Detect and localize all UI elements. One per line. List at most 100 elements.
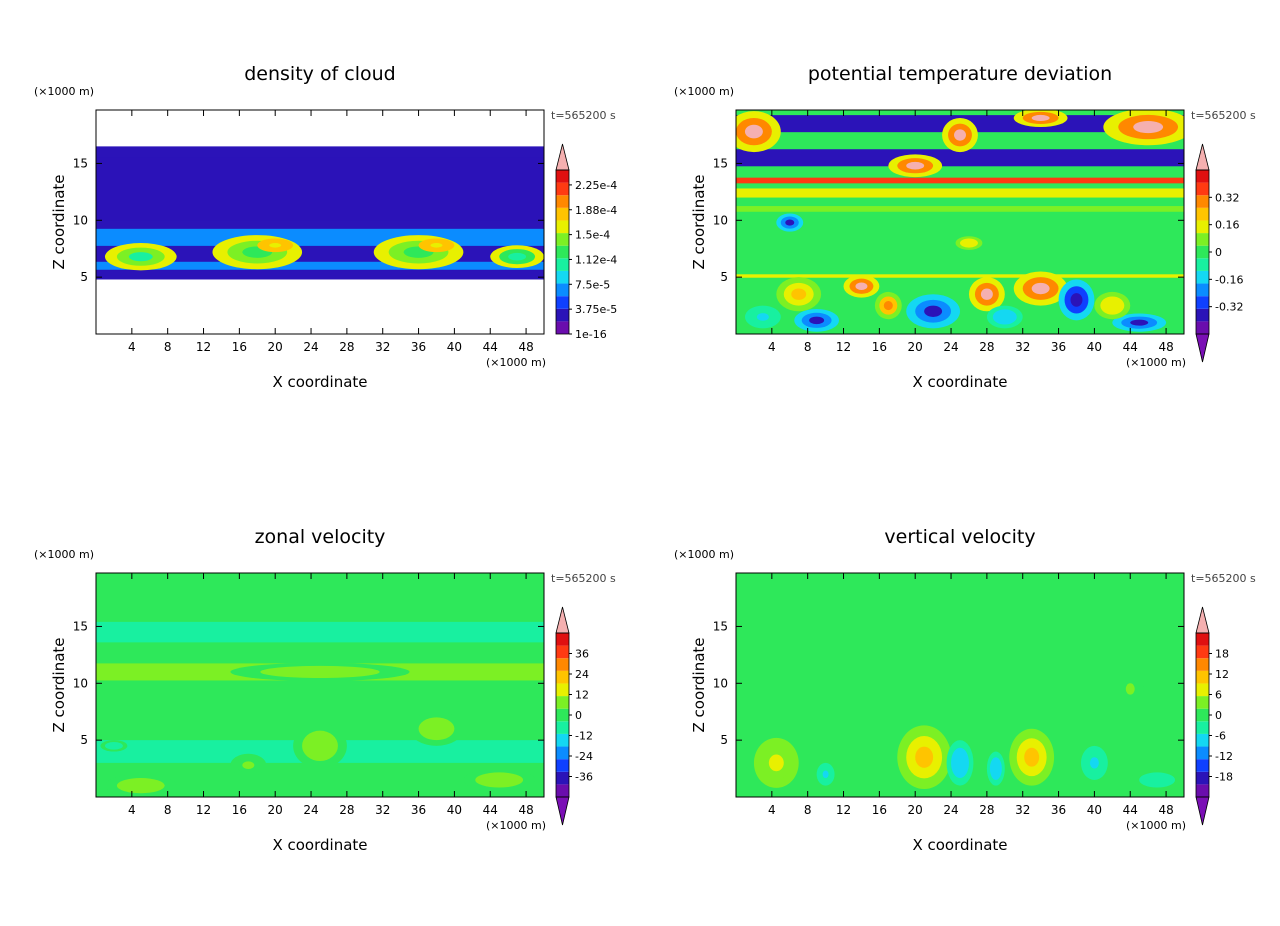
field-contour-5-3 bbox=[906, 161, 925, 170]
y-tick-label: 15 bbox=[73, 619, 88, 633]
x-tick-label: 36 bbox=[411, 340, 426, 354]
colorbar-label: -12 bbox=[1215, 750, 1233, 763]
y-tick-label: 10 bbox=[73, 676, 88, 690]
colorbar-segment bbox=[556, 746, 569, 760]
colorbar-segment bbox=[556, 170, 569, 183]
x-tick-label: 12 bbox=[836, 340, 851, 354]
colorbar-label: -18 bbox=[1215, 771, 1233, 784]
plot-frame bbox=[95, 572, 545, 798]
field-contour-6-3 bbox=[430, 243, 443, 248]
y-unit-label: (×1000 m) bbox=[34, 548, 94, 561]
field-layer-1 bbox=[736, 177, 1184, 184]
colorbar-label: 0 bbox=[1215, 246, 1222, 259]
plot-area bbox=[736, 110, 1184, 334]
field-contour-4-3 bbox=[1031, 114, 1050, 121]
y-tick-label: 5 bbox=[720, 733, 728, 747]
field-contour-6-3 bbox=[242, 761, 255, 769]
colorbar-max-triangle bbox=[1195, 143, 1210, 171]
colorbar-label: -36 bbox=[575, 771, 593, 784]
colorbar-label: 7.5e-5 bbox=[575, 278, 610, 291]
plot-frame bbox=[735, 109, 1185, 335]
plot-frame bbox=[95, 109, 545, 335]
field-layer-3 bbox=[96, 228, 544, 246]
x-tick-label: 28 bbox=[979, 340, 994, 354]
x-tick-label: 48 bbox=[1158, 340, 1173, 354]
y-tick-label: 10 bbox=[713, 213, 728, 227]
x-tick-label: 20 bbox=[268, 803, 283, 817]
x-tick-label: 20 bbox=[268, 340, 283, 354]
field-contour-19-3 bbox=[964, 240, 974, 246]
x-unit-label: (×1000 m) bbox=[486, 356, 546, 369]
time-label: t=565200 s bbox=[551, 109, 616, 122]
colorbar-frame bbox=[555, 169, 570, 335]
colorbar-segment bbox=[1196, 683, 1209, 697]
colorbar-segment bbox=[1196, 207, 1209, 221]
colorbar-segment bbox=[1196, 258, 1209, 271]
colorbar-segment bbox=[556, 696, 569, 709]
y-tick-label: 10 bbox=[73, 213, 88, 227]
colorbar-segment bbox=[556, 670, 569, 684]
colorbar-segment bbox=[1196, 670, 1209, 684]
colorbar-segment bbox=[1196, 283, 1209, 297]
field-contour-16-3 bbox=[998, 313, 1011, 321]
field-contour-3-3 bbox=[1024, 747, 1040, 767]
colorbar-segment bbox=[556, 759, 569, 772]
colorbar-segment bbox=[1196, 220, 1209, 234]
colorbar-max-triangle bbox=[555, 606, 570, 634]
x-unit-label: (×1000 m) bbox=[1126, 356, 1186, 369]
x-tick-label: 20 bbox=[908, 803, 923, 817]
colorbar-segment bbox=[556, 645, 569, 659]
chart-title: vertical velocity bbox=[884, 526, 1035, 548]
field-contour-12-3 bbox=[1070, 293, 1083, 307]
colorbar-segment bbox=[556, 658, 569, 671]
plot-frame bbox=[735, 572, 1185, 798]
x-tick-label: 36 bbox=[411, 803, 426, 817]
y-axis-label: Z coordinate bbox=[50, 174, 68, 269]
colorbar-segment bbox=[556, 721, 569, 734]
colorbar-max-triangle bbox=[555, 143, 570, 171]
field-contour-1-3 bbox=[128, 252, 153, 262]
colorbar-segment bbox=[556, 321, 569, 334]
colorbar-label: 0 bbox=[1215, 709, 1222, 722]
field-contour-13-3 bbox=[1130, 319, 1149, 326]
x-axis-label: X coordinate bbox=[272, 373, 367, 391]
x-tick-label: 48 bbox=[518, 803, 533, 817]
x-tick-label: 12 bbox=[836, 803, 851, 817]
colorbar-segment bbox=[556, 233, 569, 246]
field-contour-11-3 bbox=[924, 305, 943, 317]
colorbar-segment bbox=[556, 283, 569, 297]
colorbar-segment bbox=[1196, 771, 1209, 785]
y-tick-label: 5 bbox=[80, 733, 88, 747]
colorbar-label: 18 bbox=[1215, 648, 1229, 661]
x-tick-label: 48 bbox=[1158, 803, 1173, 817]
colorbar-segment bbox=[556, 220, 569, 234]
x-tick-label: 32 bbox=[375, 340, 390, 354]
field-contour-2-3 bbox=[1133, 120, 1164, 134]
chart-title: density of cloud bbox=[244, 63, 396, 85]
x-tick-label: 28 bbox=[339, 340, 354, 354]
colorbar-label: 0 bbox=[575, 709, 582, 722]
colorbar-min-triangle bbox=[1195, 796, 1210, 826]
colorbar-segment bbox=[556, 258, 569, 271]
field-contour-1-3 bbox=[290, 668, 350, 675]
y-axis-label: Z coordinate bbox=[690, 637, 708, 732]
field-contour-2-3 bbox=[915, 746, 934, 768]
x-tick-label: 8 bbox=[164, 803, 172, 817]
x-tick-label: 12 bbox=[196, 340, 211, 354]
colorbar-segment bbox=[556, 683, 569, 697]
colorbar-label: 12 bbox=[575, 689, 589, 702]
x-tick-label: 40 bbox=[447, 803, 462, 817]
field-contour-6-3 bbox=[1089, 757, 1099, 769]
colorbar-segment bbox=[1196, 296, 1209, 309]
x-tick-label: 12 bbox=[196, 803, 211, 817]
plot-area bbox=[736, 573, 1184, 797]
field-contour-5-3 bbox=[269, 243, 282, 248]
field-layer-1 bbox=[96, 621, 544, 643]
field-contour-9-3 bbox=[791, 288, 807, 300]
y-unit-label: (×1000 m) bbox=[674, 548, 734, 561]
field-layer-1 bbox=[96, 270, 544, 280]
field-contour-8-3 bbox=[1148, 776, 1167, 784]
colorbar-label: 6 bbox=[1215, 689, 1222, 702]
y-unit-label: (×1000 m) bbox=[34, 85, 94, 98]
